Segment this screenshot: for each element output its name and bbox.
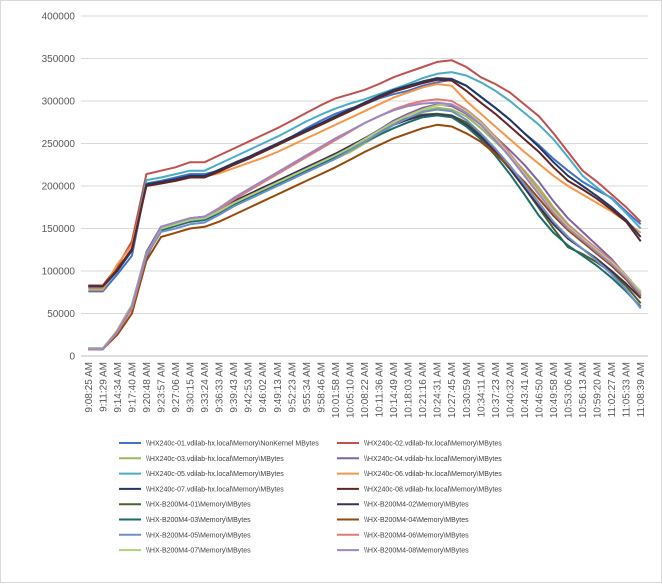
y-tick-label: 0 — [69, 352, 75, 363]
legend-label: \\HX-B200M4-04\Memory\MBytes — [364, 517, 469, 524]
x-tick-label: 9:58:46 AM — [316, 362, 327, 413]
series-line — [88, 108, 642, 350]
x-tick-label: 9:39:43 AM — [229, 362, 240, 413]
x-tick-label: 9:33:24 AM — [200, 362, 211, 413]
legend-label: \\HX-B200M4-05\Memory\MBytes — [146, 532, 251, 539]
x-tick-label: 9:17:40 AM — [127, 362, 138, 413]
x-tick-label: 9:11:29 AM — [98, 362, 109, 412]
series-line — [88, 59, 642, 287]
x-tick-label: 9:08:25 AM — [84, 362, 95, 413]
x-tick-label: 10:18:03 AM — [404, 362, 415, 418]
series-line — [88, 101, 642, 351]
x-tick-label: 9:46:02 AM — [258, 362, 269, 413]
x-tick-label: 10:21:16 AM — [418, 362, 429, 418]
y-tick-label: 350000 — [42, 54, 76, 65]
y-tick-label: 300000 — [42, 97, 76, 108]
x-tick-label: 10:53:06 AM — [564, 362, 575, 418]
series-line — [88, 123, 642, 351]
x-tick-label: 9:27:06 AM — [171, 362, 182, 413]
legend-label: \\HX240c-04.vdilab-hx.local\Memory\MByte… — [364, 456, 502, 463]
legend-label: \\HX-B200M4-02\Memory\MBytes — [364, 502, 469, 509]
legend-label: \\HX-B200M4-01\Memory\MBytes — [146, 502, 251, 509]
y-tick-label: 150000 — [42, 224, 76, 235]
x-tick-label: 10:49:58 AM — [549, 362, 560, 418]
x-tick-label: 9:14:34 AM — [113, 362, 124, 413]
x-axis-tick-labels: 9:08:25 AM 9:11:29 AM 9:14:34 AM 9:17:40 AM… — [84, 362, 647, 418]
x-tick-label: 10:27:45 AM — [447, 362, 458, 418]
gridlines — [81, 15, 648, 357]
x-tick-label: 9:49:13 AM — [273, 362, 284, 413]
legend-label: \\HX240c-08.vdilab-hx.local\Memory\MByte… — [364, 486, 502, 493]
y-tick-label: 100000 — [42, 267, 76, 278]
x-tick-label: 11:08:39 AM — [636, 362, 647, 417]
legend-label: \\HX240c-02.vdilab-hx.local\Memory\MByte… — [364, 441, 502, 448]
x-tick-label: 9:42:53 AM — [244, 362, 255, 413]
series-line — [88, 77, 642, 288]
x-tick-label: 9:36:33 AM — [215, 362, 226, 413]
x-tick-label: 10:11:36 AM — [375, 362, 386, 417]
series-line — [88, 78, 642, 288]
legend-label: \\HX240c-01.vdilab-hx.local\Memory\NonKe… — [146, 441, 319, 448]
legend-label: \\HX240c-05.vdilab-hx.local\Memory\MByte… — [146, 471, 284, 478]
series-line — [88, 83, 642, 291]
x-tick-label: 10:56:13 AM — [578, 362, 589, 418]
x-tick-label: 10:14:49 AM — [389, 362, 400, 418]
legend-label: \\HX-B200M4-06\Memory\MBytes — [364, 532, 469, 539]
x-tick-label: 9:30:15 AM — [186, 362, 197, 413]
legend-label: \\HX-B200M4-08\Memory\MBytes — [364, 548, 469, 555]
x-tick-label: 10:59:20 AM — [593, 362, 604, 418]
series-lines — [88, 59, 642, 351]
x-tick-label: 11:05:33 AM — [622, 362, 633, 417]
legend: \\HX240c-01.vdilab-hx.local\Memory\NonKe… — [119, 441, 502, 555]
x-tick-label: 9:23:57 AM — [156, 362, 167, 413]
legend-label: \\HX-B200M4-03\Memory\MBytes — [146, 517, 251, 524]
legend-label: \\HX240c-06.vdilab-hx.local\Memory\MByte… — [364, 471, 502, 478]
series-line — [88, 113, 642, 351]
x-tick-label: 10:37:23 AM — [491, 362, 502, 418]
x-tick-label: 10:24:31 AM — [433, 362, 444, 418]
x-tick-label: 10:34:11 AM — [476, 362, 487, 417]
x-tick-label: 10:43:41 AM — [520, 362, 531, 418]
x-tick-label: 9:20:48 AM — [142, 362, 153, 413]
x-tick-label: 9:52:23 AM — [287, 362, 298, 413]
y-tick-label: 50000 — [47, 309, 75, 320]
y-tick-label: 400000 — [42, 12, 76, 23]
x-tick-label: 9:55:34 AM — [302, 362, 313, 413]
x-tick-label: 10:08:22 AM — [360, 362, 371, 418]
legend-label: \\HX-B200M4-07\Memory\MBytes — [146, 548, 251, 555]
x-tick-label: 10:30:59 AM — [462, 362, 473, 418]
y-tick-label: 250000 — [42, 139, 76, 150]
series-line — [88, 103, 642, 350]
y-tick-label: 200000 — [42, 182, 76, 193]
y-axis-tick-labels: 0 50000 100000 150000 200000 250000 300000 3500… — [42, 12, 76, 363]
legend-label: \\HX240c-07.vdilab-hx.local\Memory\MByte… — [146, 486, 284, 493]
x-tick-label: 10:46:50 AM — [534, 362, 545, 418]
x-tick-label: 10:01:58 AM — [331, 362, 342, 418]
x-tick-label: 10:05:10 AM — [345, 362, 356, 418]
x-tick-label: 11:02:27 AM — [607, 362, 618, 417]
series-line — [88, 71, 642, 289]
legend-label: \\HX240c-03.vdilab-hx.local\Memory\MByte… — [146, 456, 284, 463]
x-tick-label: 10:40:32 AM — [505, 362, 516, 418]
